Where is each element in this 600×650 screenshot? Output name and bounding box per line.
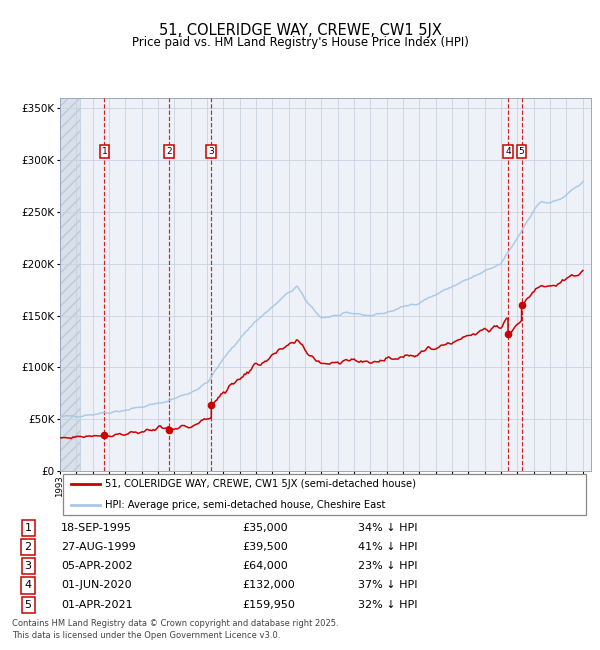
Text: 3: 3: [25, 561, 32, 571]
Text: 1: 1: [101, 147, 107, 156]
Text: 5: 5: [25, 600, 32, 610]
Text: £159,950: £159,950: [242, 600, 295, 610]
Text: 41% ↓ HPI: 41% ↓ HPI: [358, 542, 417, 552]
Text: 1: 1: [25, 523, 32, 532]
Text: 23% ↓ HPI: 23% ↓ HPI: [358, 561, 417, 571]
Text: 5: 5: [518, 147, 524, 156]
Text: 51, COLERIDGE WAY, CREWE, CW1 5JX: 51, COLERIDGE WAY, CREWE, CW1 5JX: [158, 23, 442, 38]
Text: 18-SEP-1995: 18-SEP-1995: [61, 523, 132, 532]
Text: 05-APR-2002: 05-APR-2002: [61, 561, 133, 571]
Text: 34% ↓ HPI: 34% ↓ HPI: [358, 523, 417, 532]
Text: 4: 4: [25, 580, 32, 590]
Text: 2: 2: [25, 542, 32, 552]
Text: 51, COLERIDGE WAY, CREWE, CW1 5JX (semi-detached house): 51, COLERIDGE WAY, CREWE, CW1 5JX (semi-…: [105, 480, 416, 489]
Text: 32% ↓ HPI: 32% ↓ HPI: [358, 600, 417, 610]
Text: £39,500: £39,500: [242, 542, 288, 552]
Text: 27-AUG-1999: 27-AUG-1999: [61, 542, 136, 552]
Text: £64,000: £64,000: [242, 561, 288, 571]
FancyBboxPatch shape: [62, 474, 586, 515]
Text: 2: 2: [166, 147, 172, 156]
Text: Contains HM Land Registry data © Crown copyright and database right 2025.
This d: Contains HM Land Registry data © Crown c…: [12, 619, 338, 640]
Text: 4: 4: [505, 147, 511, 156]
Text: Price paid vs. HM Land Registry's House Price Index (HPI): Price paid vs. HM Land Registry's House …: [131, 36, 469, 49]
Text: 37% ↓ HPI: 37% ↓ HPI: [358, 580, 417, 590]
Text: £132,000: £132,000: [242, 580, 295, 590]
Text: 01-APR-2021: 01-APR-2021: [61, 600, 133, 610]
Text: 3: 3: [208, 147, 214, 156]
Text: 01-JUN-2020: 01-JUN-2020: [61, 580, 131, 590]
Text: HPI: Average price, semi-detached house, Cheshire East: HPI: Average price, semi-detached house,…: [105, 500, 386, 510]
Text: £35,000: £35,000: [242, 523, 288, 532]
